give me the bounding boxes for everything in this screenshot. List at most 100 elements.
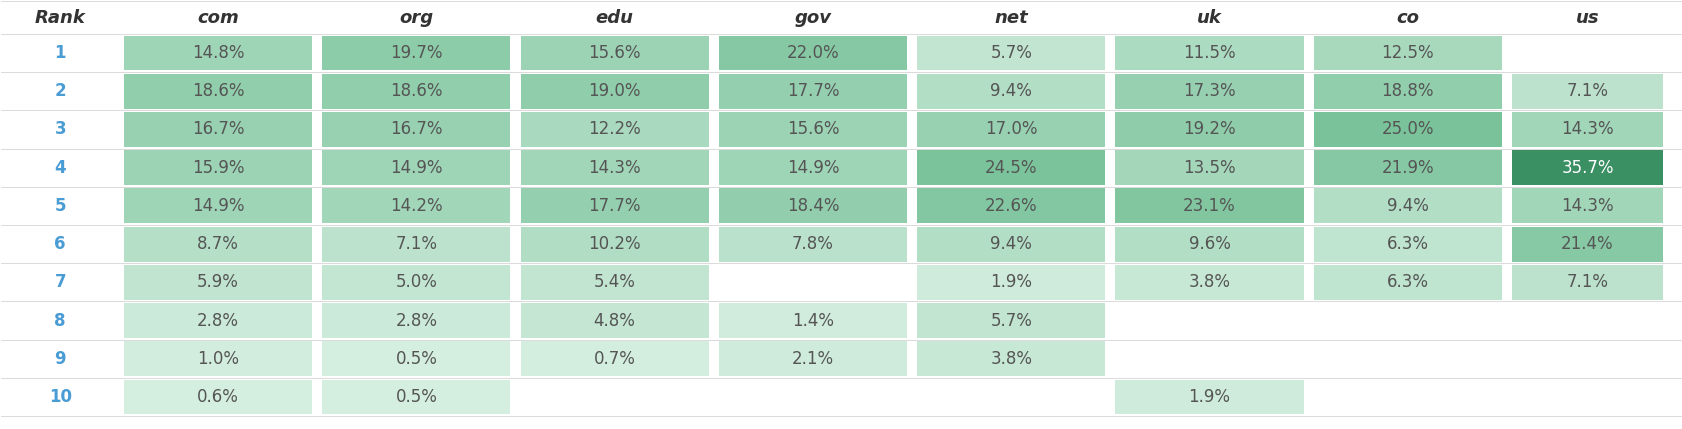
Text: 9.4%: 9.4% — [1386, 197, 1428, 215]
Bar — [2, 110, 119, 148]
Text: 5.7%: 5.7% — [989, 311, 1031, 329]
Text: 19.0%: 19.0% — [589, 82, 641, 100]
Text: Rank: Rank — [35, 9, 86, 27]
Bar — [2, 72, 119, 110]
Text: us: us — [1574, 9, 1598, 27]
Text: 15.6%: 15.6% — [589, 44, 641, 62]
Text: 0.6%: 0.6% — [197, 388, 239, 406]
Bar — [1510, 74, 1662, 109]
Text: 22.6%: 22.6% — [984, 197, 1036, 215]
Text: 21.4%: 21.4% — [1561, 235, 1613, 253]
Text: 1.4%: 1.4% — [792, 311, 834, 329]
Bar — [515, 1, 713, 34]
Bar — [124, 74, 313, 109]
Bar — [713, 1, 912, 34]
Text: 5.9%: 5.9% — [197, 273, 239, 291]
Text: com: com — [197, 9, 239, 27]
Text: 24.5%: 24.5% — [984, 159, 1036, 177]
Text: 8: 8 — [54, 311, 66, 329]
Bar — [718, 112, 907, 147]
Text: 2: 2 — [54, 82, 66, 100]
Bar — [1115, 74, 1304, 109]
Text: edu: edu — [595, 9, 634, 27]
Bar — [718, 303, 907, 338]
Bar — [917, 150, 1105, 185]
Bar — [323, 188, 510, 224]
Text: 18.6%: 18.6% — [192, 82, 244, 100]
Text: 19.7%: 19.7% — [390, 44, 442, 62]
Bar — [124, 227, 313, 262]
Text: 0.5%: 0.5% — [395, 388, 437, 406]
Text: 18.4%: 18.4% — [785, 197, 839, 215]
Text: 5.0%: 5.0% — [395, 273, 437, 291]
Text: 16.7%: 16.7% — [390, 121, 442, 139]
Text: uk: uk — [1196, 9, 1221, 27]
Text: 1.9%: 1.9% — [1187, 388, 1230, 406]
Bar — [917, 380, 1105, 414]
Bar — [1309, 1, 1505, 34]
Bar — [323, 36, 510, 70]
Text: 18.6%: 18.6% — [390, 82, 442, 100]
Text: 2.1%: 2.1% — [792, 350, 834, 368]
Text: 15.9%: 15.9% — [192, 159, 244, 177]
Text: co: co — [1396, 9, 1418, 27]
Bar — [1510, 227, 1662, 262]
Text: 0.5%: 0.5% — [395, 350, 437, 368]
Text: 10: 10 — [49, 388, 72, 406]
Bar — [124, 303, 313, 338]
Bar — [2, 1, 119, 34]
Text: 35.7%: 35.7% — [1561, 159, 1613, 177]
Bar — [917, 188, 1105, 224]
Bar — [1314, 341, 1500, 376]
Bar — [1115, 380, 1304, 414]
Text: 5.7%: 5.7% — [989, 44, 1031, 62]
Bar — [1314, 380, 1500, 414]
Bar — [718, 341, 907, 376]
Bar — [1115, 188, 1304, 224]
Text: org: org — [399, 9, 434, 27]
Text: 17.7%: 17.7% — [785, 82, 839, 100]
Bar — [323, 150, 510, 185]
Bar — [1510, 265, 1662, 300]
Bar — [323, 227, 510, 262]
Text: 9: 9 — [54, 350, 66, 368]
Bar — [124, 265, 313, 300]
Bar — [718, 74, 907, 109]
Text: 1.0%: 1.0% — [197, 350, 239, 368]
Text: 17.3%: 17.3% — [1182, 82, 1235, 100]
Text: 9.6%: 9.6% — [1187, 235, 1230, 253]
Bar — [1115, 303, 1304, 338]
Text: 8.7%: 8.7% — [197, 235, 239, 253]
Text: 18.8%: 18.8% — [1381, 82, 1433, 100]
Text: 7.1%: 7.1% — [1566, 273, 1608, 291]
Bar — [323, 74, 510, 109]
Text: 14.9%: 14.9% — [390, 159, 442, 177]
Text: 17.0%: 17.0% — [984, 121, 1036, 139]
Bar — [2, 378, 119, 416]
Text: 1: 1 — [54, 44, 66, 62]
Bar — [2, 148, 119, 187]
Text: 14.9%: 14.9% — [192, 197, 244, 215]
Text: 3: 3 — [54, 121, 66, 139]
Bar — [520, 380, 708, 414]
Bar — [520, 150, 708, 185]
Text: gov: gov — [794, 9, 831, 27]
Text: 5: 5 — [54, 197, 66, 215]
Bar — [718, 380, 907, 414]
Bar — [1314, 265, 1500, 300]
Bar — [124, 341, 313, 376]
Bar — [2, 225, 119, 263]
Text: 7.1%: 7.1% — [1566, 82, 1608, 100]
Bar — [917, 265, 1105, 300]
Text: 2.8%: 2.8% — [395, 311, 437, 329]
Bar — [718, 36, 907, 70]
Text: 1.9%: 1.9% — [989, 273, 1031, 291]
Text: 14.8%: 14.8% — [192, 44, 244, 62]
Bar — [718, 227, 907, 262]
Text: 13.5%: 13.5% — [1182, 159, 1235, 177]
Bar — [718, 265, 907, 300]
Text: 17.7%: 17.7% — [589, 197, 641, 215]
Text: 12.5%: 12.5% — [1381, 44, 1433, 62]
Text: net: net — [994, 9, 1028, 27]
Text: 3.8%: 3.8% — [1187, 273, 1230, 291]
